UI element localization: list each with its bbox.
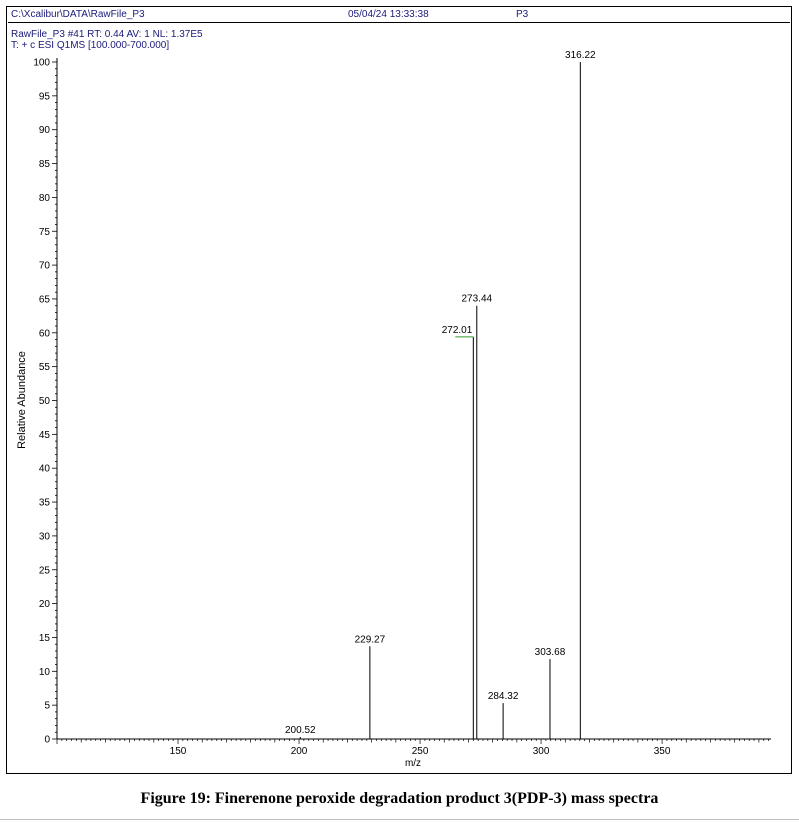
scan-filter: T: + c ESI Q1MS [100.000-700.000] (11, 40, 170, 51)
y-tick-label: 90 (39, 125, 51, 136)
peak-label: 284.32 (488, 691, 519, 702)
x-tick-label: 250 (412, 746, 429, 757)
peak-label: 272.01 (442, 325, 473, 336)
y-tick-label: 40 (39, 464, 51, 475)
y-tick-label: 35 (39, 498, 51, 509)
y-tick-label: 55 (39, 362, 51, 373)
x-axis-label: m/z (405, 758, 421, 769)
y-tick-label: 15 (39, 633, 51, 644)
y-tick-label: 20 (39, 599, 51, 610)
y-tick-label: 100 (33, 58, 50, 69)
y-tick-label: 70 (39, 261, 51, 272)
y-tick-label: 30 (39, 531, 51, 542)
mass-spectrum-chart: 0 5 10 15 20 25 30 35 40 45 50 55 60 65 70 75 80 85 90 95 10… (16, 50, 771, 769)
x-tick-label: 150 (170, 746, 187, 757)
figure-caption: Figure 19: Finerenone peroxide degradati… (140, 790, 659, 807)
spectrum-header: C:\Xcalibur\DATA\RawFile_P3 05/04/24 13:… (8, 8, 790, 23)
y-tick-label: 50 (39, 396, 51, 407)
x-tick-label: 350 (654, 746, 671, 757)
file-path: C:\Xcalibur\DATA\RawFile_P3 (11, 9, 145, 20)
y-tick-label: 60 (39, 328, 51, 339)
y-tick-label: 95 (39, 91, 51, 102)
peak-label: 200.52 (285, 725, 316, 736)
peak-label: 273.44 (461, 294, 492, 305)
y-tick-label: 45 (39, 430, 51, 441)
y-tick-label: 5 (44, 701, 50, 712)
y-axis: 0 5 10 15 20 25 30 35 40 45 50 55 60 65 70 75 80 85 90 95 10… (33, 58, 58, 746)
scan-info: RawFile_P3 #41 RT: 0.44 AV: 1 NL: 1.37E5 (11, 29, 203, 40)
y-axis-label: Relative Abundance (16, 351, 28, 449)
y-tick-label: 80 (39, 193, 51, 204)
peak-label: 316.22 (565, 50, 596, 61)
spectrum-frame (6, 6, 792, 774)
x-tick-label: 300 (533, 746, 550, 757)
y-tick-label: 75 (39, 227, 51, 238)
y-tick-label: 25 (39, 565, 51, 576)
sample-name: P3 (516, 9, 529, 20)
y-tick-label: 65 (39, 294, 51, 305)
acquisition-datetime: 05/04/24 13:33:38 (348, 9, 429, 20)
y-tick-label: 10 (39, 667, 51, 678)
y-tick-label: 0 (44, 735, 50, 746)
peak-label: 229.27 (355, 634, 386, 645)
peaks: 200.52 229.27 272.01 273.44 284.32 303.68 316.… (285, 50, 596, 739)
x-axis: 150 200 250 300 350 (56, 738, 771, 757)
peak-label: 303.68 (535, 647, 566, 658)
bottom-divider (0, 819, 799, 820)
y-tick-label: 85 (39, 159, 51, 170)
x-tick-label: 200 (291, 746, 308, 757)
